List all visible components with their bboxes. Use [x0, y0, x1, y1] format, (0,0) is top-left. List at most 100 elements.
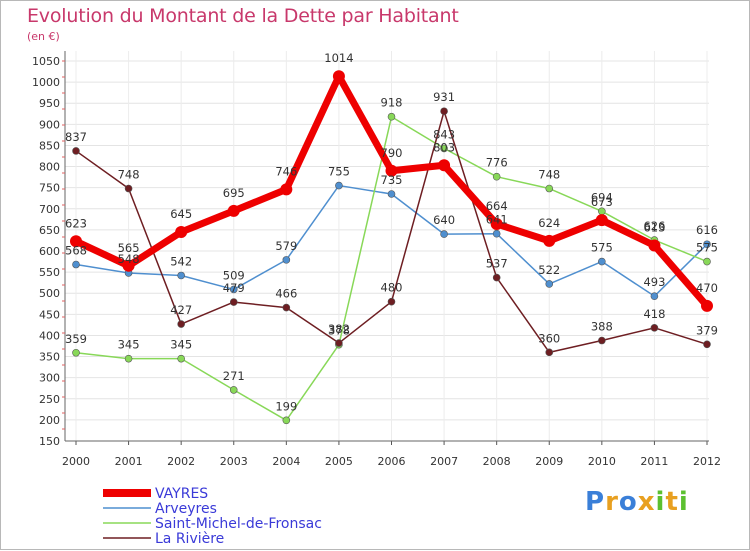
data-label: 843	[433, 127, 455, 141]
x-tick-label: 2006	[378, 455, 406, 468]
legend-label: Arveyres	[155, 501, 217, 517]
data-label: 616	[696, 223, 718, 237]
data-point	[227, 204, 240, 217]
brand-letter: t	[665, 487, 679, 517]
y-tick-label: 500	[39, 287, 60, 300]
data-point	[595, 214, 608, 227]
data-label: 776	[486, 156, 508, 170]
x-tick-label: 2005	[325, 455, 353, 468]
data-point	[72, 147, 80, 155]
data-label: 746	[275, 164, 297, 178]
y-tick-label: 200	[39, 414, 60, 427]
data-label: 613	[643, 221, 665, 235]
data-point	[387, 112, 396, 121]
data-label: 427	[170, 303, 192, 317]
brand-logo: Proxiti	[585, 487, 689, 517]
y-tick-label: 950	[39, 97, 60, 110]
y-tick-label: 1000	[32, 76, 60, 89]
data-point	[124, 354, 133, 363]
data-label: 837	[65, 130, 87, 144]
data-label: 565	[118, 241, 140, 255]
data-label: 359	[65, 332, 87, 346]
data-point	[438, 159, 451, 172]
y-tick-label: 550	[39, 266, 60, 279]
data-point	[701, 299, 713, 312]
data-label: 640	[433, 213, 455, 227]
data-label: 695	[223, 186, 245, 200]
data-point	[122, 259, 135, 272]
data-point	[229, 298, 238, 306]
x-tick-label: 2001	[115, 455, 143, 468]
legend-label: Saint-Michel-de-Fronsac	[155, 516, 322, 532]
y-tick-label: 700	[39, 203, 60, 216]
data-point	[440, 144, 448, 153]
x-tick-label: 2008	[483, 455, 511, 468]
data-point	[335, 181, 343, 190]
data-point	[124, 184, 133, 193]
data-label: 641	[486, 213, 508, 227]
data-point	[387, 297, 396, 306]
data-point	[650, 324, 659, 332]
data-point	[545, 280, 554, 288]
data-label: 345	[118, 338, 140, 352]
brand-letter: x	[637, 487, 656, 517]
y-tick-label: 600	[39, 245, 60, 258]
x-tick-label: 2009	[535, 455, 563, 468]
data-point	[545, 184, 554, 193]
data-point	[280, 183, 293, 196]
x-tick-label: 2004	[272, 455, 300, 468]
data-label: 918	[381, 96, 403, 110]
y-tick-label: 1050	[32, 55, 60, 68]
data-label: 466	[275, 287, 297, 301]
data-point	[492, 229, 501, 238]
data-label: 493	[643, 275, 665, 289]
y-tick-label: 450	[39, 308, 60, 321]
legend-label: VAYRES	[155, 486, 208, 502]
data-point	[70, 235, 82, 248]
data-point	[650, 292, 659, 300]
x-tick-label: 2000	[62, 455, 90, 468]
data-label: 199	[275, 399, 297, 413]
data-point	[229, 386, 238, 394]
data-label: 748	[118, 168, 140, 182]
x-tick-label: 2002	[167, 455, 195, 468]
y-tick-label: 300	[39, 372, 60, 385]
brand-letter: i	[655, 487, 666, 517]
data-label: 623	[65, 216, 87, 230]
data-label: 694	[591, 190, 613, 204]
data-point	[490, 217, 503, 230]
brand-letter: r	[605, 487, 619, 517]
data-point	[385, 164, 398, 177]
chart-title: Evolution du Montant de la Dette par Hab…	[27, 5, 459, 27]
data-label: 931	[433, 90, 455, 104]
data-point	[282, 416, 291, 425]
data-label: 568	[65, 244, 87, 258]
data-label: 382	[328, 322, 350, 336]
data-point	[387, 190, 396, 198]
y-tick-label: 850	[39, 139, 60, 152]
data-point	[177, 320, 185, 328]
x-tick-label: 2012	[693, 455, 721, 468]
y-tick-label: 750	[39, 182, 60, 195]
y-tick-label: 900	[39, 118, 60, 131]
data-label: 579	[275, 239, 297, 253]
data-label: 418	[643, 307, 665, 321]
data-point	[229, 285, 238, 294]
data-point	[440, 230, 448, 238]
data-label: 673	[591, 195, 613, 209]
data-label: 271	[223, 369, 245, 383]
data-point	[648, 239, 661, 252]
data-label: 345	[170, 338, 192, 352]
data-label: 479	[223, 281, 245, 295]
data-label: 748	[538, 168, 560, 182]
y-tick-label: 250	[39, 393, 60, 406]
data-label: 480	[381, 281, 403, 295]
data-label: 645	[170, 207, 192, 221]
y-tick-label: 650	[39, 224, 60, 237]
data-point	[703, 240, 711, 249]
data-label: 575	[696, 241, 718, 255]
data-point	[177, 271, 185, 280]
data-label: 624	[538, 216, 560, 230]
y-tick-label: 350	[39, 351, 60, 364]
